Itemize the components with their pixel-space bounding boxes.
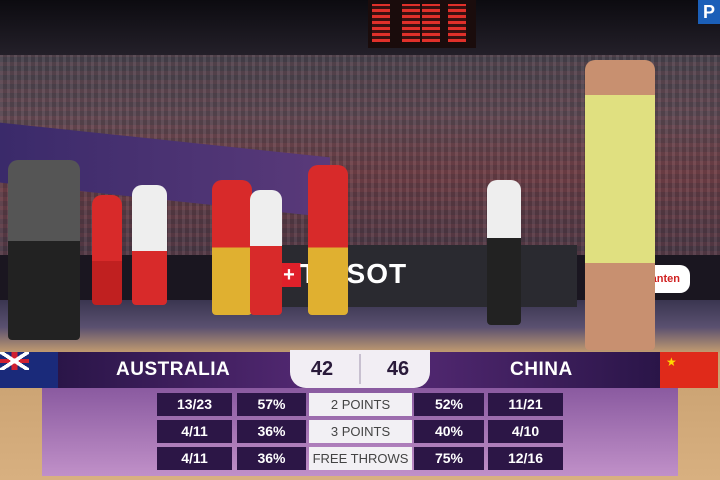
australia-flag-icon — [0, 352, 58, 388]
stat-home-pct: 36% — [237, 420, 306, 443]
arena-scoreboard — [368, 0, 476, 48]
stat-away-pct: 52% — [414, 393, 484, 416]
broadcaster-logo: P — [698, 0, 720, 24]
player — [250, 190, 282, 315]
stat-away-made: 12/16 — [488, 447, 563, 470]
stat-home-pct: 36% — [237, 447, 306, 470]
player — [212, 180, 252, 315]
away-team-name: CHINA — [510, 359, 573, 380]
away-score: 46 — [386, 358, 410, 380]
score-box: 42 46 — [290, 350, 430, 388]
score-divider — [359, 354, 361, 384]
player — [132, 185, 167, 305]
stat-home-made: 13/23 — [157, 393, 232, 416]
player — [585, 60, 655, 350]
stat-label: FREE THROWS — [309, 447, 412, 470]
stat-away-made: 11/21 — [488, 393, 563, 416]
home-team-name: AUSTRALIA — [116, 359, 231, 380]
home-score: 42 — [310, 358, 334, 380]
player — [308, 165, 348, 315]
stat-label: 2 POINTS — [309, 393, 412, 416]
china-flag-icon: ★ — [660, 352, 718, 388]
stat-away-pct: 40% — [414, 420, 484, 443]
stat-away-pct: 75% — [414, 447, 484, 470]
stat-away-made: 4/10 — [488, 420, 563, 443]
stat-home-made: 4/11 — [157, 420, 232, 443]
referee — [487, 180, 521, 325]
stat-home-pct: 57% — [237, 393, 306, 416]
referee — [8, 160, 80, 340]
stat-label: 3 POINTS — [309, 420, 412, 443]
stat-home-made: 4/11 — [157, 447, 232, 470]
player — [92, 195, 122, 305]
